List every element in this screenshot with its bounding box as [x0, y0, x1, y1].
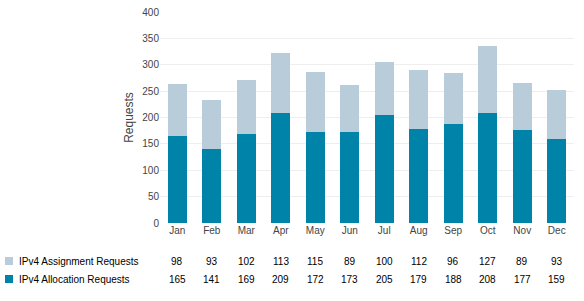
- svg-text:112: 112: [411, 256, 427, 267]
- svg-text:100: 100: [142, 165, 159, 176]
- svg-text:Dec: Dec: [548, 225, 566, 236]
- svg-text:102: 102: [238, 256, 255, 267]
- svg-text:Nov: Nov: [513, 225, 531, 236]
- svg-text:Mar: Mar: [238, 225, 256, 236]
- svg-text:89: 89: [344, 256, 356, 267]
- svg-text:50: 50: [148, 191, 160, 202]
- svg-text:159: 159: [548, 274, 565, 285]
- svg-text:93: 93: [551, 256, 563, 267]
- svg-text:150: 150: [142, 138, 159, 149]
- svg-text:Apr: Apr: [273, 225, 289, 236]
- svg-text:93: 93: [206, 256, 218, 267]
- svg-text:Jul: Jul: [378, 225, 391, 236]
- svg-text:Sep: Sep: [444, 225, 462, 236]
- svg-text:300: 300: [142, 59, 159, 70]
- svg-text:400: 400: [142, 7, 159, 18]
- svg-text:208: 208: [479, 274, 496, 285]
- svg-text:Jun: Jun: [342, 225, 358, 236]
- svg-text:179: 179: [410, 274, 427, 285]
- svg-text:165: 165: [169, 274, 186, 285]
- svg-text:209: 209: [272, 274, 289, 285]
- svg-text:100: 100: [376, 256, 393, 267]
- svg-text:188: 188: [445, 274, 462, 285]
- svg-text:172: 172: [307, 274, 324, 285]
- svg-text:127: 127: [479, 256, 496, 267]
- svg-text:Requests: Requests: [122, 92, 136, 143]
- svg-text:115: 115: [307, 256, 323, 267]
- svg-text:98: 98: [171, 256, 183, 267]
- svg-text:Jan: Jan: [169, 225, 185, 236]
- svg-text:Aug: Aug: [410, 225, 428, 236]
- svg-text:205: 205: [376, 274, 393, 285]
- svg-text:May: May: [306, 225, 325, 236]
- svg-text:IPv4 Assignment Requests: IPv4 Assignment Requests: [19, 256, 139, 267]
- svg-text:0: 0: [153, 218, 159, 229]
- svg-text:169: 169: [238, 274, 255, 285]
- svg-text:177: 177: [514, 274, 531, 285]
- svg-text:173: 173: [341, 274, 358, 285]
- svg-text:96: 96: [447, 256, 459, 267]
- svg-text:Oct: Oct: [480, 225, 496, 236]
- svg-text:141: 141: [203, 274, 220, 285]
- svg-text:Feb: Feb: [203, 225, 221, 236]
- svg-text:113: 113: [273, 256, 289, 267]
- svg-text:89: 89: [516, 256, 528, 267]
- svg-text:200: 200: [142, 112, 159, 123]
- svg-text:350: 350: [142, 33, 159, 44]
- svg-text:250: 250: [142, 86, 159, 97]
- svg-text:IPv4 Allocation Requests: IPv4 Allocation Requests: [19, 274, 130, 285]
